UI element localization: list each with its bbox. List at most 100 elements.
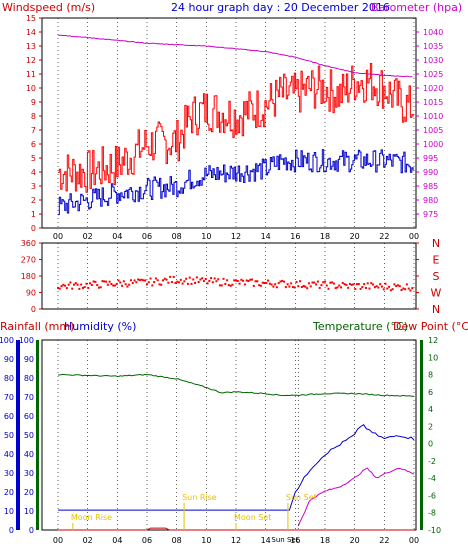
direction-point (174, 281, 177, 284)
direction-point (201, 277, 204, 280)
rainfall-y-tick-label: 20 (4, 488, 14, 497)
direction-point (265, 281, 268, 284)
rainfall-label: Rainfall (mm) (0, 320, 74, 333)
compass-label: N (432, 303, 440, 316)
rain-x-tick-label: 10 (201, 536, 211, 545)
direction-point (357, 283, 360, 286)
direction-point (138, 279, 141, 282)
direction-point (220, 284, 223, 287)
direction-panel-frame (41, 242, 417, 310)
rainfall-y-tick-label: 90 (4, 355, 14, 364)
direction-point (272, 285, 275, 288)
direction-point (334, 287, 337, 290)
compass-label: S (433, 270, 440, 283)
direction-point (405, 283, 408, 286)
direction-point (270, 283, 273, 286)
direction-point (76, 283, 79, 286)
wind-y-tick-label: 1 (31, 210, 36, 219)
direction-point (210, 277, 213, 280)
direction-point (122, 280, 125, 283)
direction-point (368, 287, 371, 290)
humidity-y-tick-label: 30 (24, 469, 34, 478)
temperature-series (57, 373, 414, 397)
wind-x-tick-label: 12 (231, 232, 241, 241)
direction-point (158, 283, 161, 286)
direction-point (281, 279, 284, 282)
direction-point (106, 283, 109, 286)
rainfall-y-tick-label: 70 (4, 393, 14, 402)
direction-point (350, 283, 353, 286)
direction-point (67, 283, 70, 286)
wind-x-tick-label: 14 (261, 232, 271, 241)
direction-point (188, 276, 191, 279)
direction-point (235, 279, 237, 282)
direction-point (103, 280, 106, 283)
direction-point (318, 286, 321, 289)
direction-point (316, 280, 319, 283)
direction-point (115, 282, 118, 285)
direction-point (295, 280, 298, 283)
direction-point (73, 283, 76, 286)
wind-y-tick-label: 8 (31, 112, 36, 121)
wind-x-tick-label: 02 (83, 232, 93, 241)
direction-point (243, 283, 246, 286)
humidity-y-tick-label: 10 (24, 507, 34, 516)
direction-point (252, 284, 255, 287)
wind-x-tick-label: 08 (172, 232, 182, 241)
rainfall-y-tick-label: 10 (4, 507, 14, 516)
direction-point (236, 280, 239, 283)
direction-point (147, 281, 150, 284)
humidity-y-tick-label: 50 (24, 431, 34, 440)
direction-point (259, 284, 262, 287)
direction-point (242, 279, 245, 282)
rainfall-series (58, 424, 415, 511)
direction-point (372, 283, 375, 286)
direction-point (195, 276, 198, 279)
baro-y-tick-label: 985 (423, 182, 438, 191)
wind-y-tick-label: 15 (26, 14, 36, 23)
rain-x-tick-label: 00 (409, 536, 419, 545)
direction-point (135, 281, 138, 284)
direction-point (172, 275, 175, 278)
direction-point (322, 281, 325, 284)
direction-point (71, 287, 74, 290)
direction-point (354, 287, 357, 290)
direction-point (162, 279, 165, 282)
direction-point (110, 283, 113, 286)
astro-label: Sun Rise (182, 493, 217, 502)
direction-point (215, 280, 218, 283)
direction-point (74, 282, 77, 285)
temperature-label: Temperature (°C) (312, 320, 408, 333)
direction-point (396, 284, 399, 287)
direction-point (347, 286, 350, 289)
humidity-axis-bar (36, 340, 39, 530)
direction-point (290, 282, 293, 285)
direction-point (293, 286, 296, 289)
direction-y-tick-label: 270 (21, 256, 36, 265)
wind-x-tick-label: 16 (290, 232, 300, 241)
direction-point (149, 277, 152, 280)
direction-y-tick-label: 360 (21, 239, 36, 248)
wind-y-tick-label: 0 (31, 224, 36, 233)
humidity-y-tick-label: 60 (24, 412, 34, 421)
direction-point (60, 285, 63, 288)
baro-y-tick-label: 1030 (423, 56, 443, 65)
direction-point (151, 284, 154, 287)
direction-point (361, 286, 364, 289)
rainfall-y-tick-label: 100 (0, 336, 14, 345)
direction-point (251, 278, 254, 281)
direction-point (277, 282, 280, 285)
direction-point (112, 284, 115, 287)
direction-point (62, 283, 65, 286)
direction-point (163, 277, 166, 280)
temperature-y-tick-label: -2 (428, 457, 436, 466)
direction-point (121, 284, 124, 287)
rainfall-y-tick-label: 0 (9, 526, 14, 535)
direction-point (341, 281, 344, 284)
direction-point (373, 286, 376, 289)
direction-point (261, 281, 264, 284)
direction-point (391, 288, 394, 291)
rain-x-tick-label: 00 (53, 536, 63, 545)
astro-label: Sun Set (286, 493, 317, 502)
direction-point (363, 283, 366, 286)
